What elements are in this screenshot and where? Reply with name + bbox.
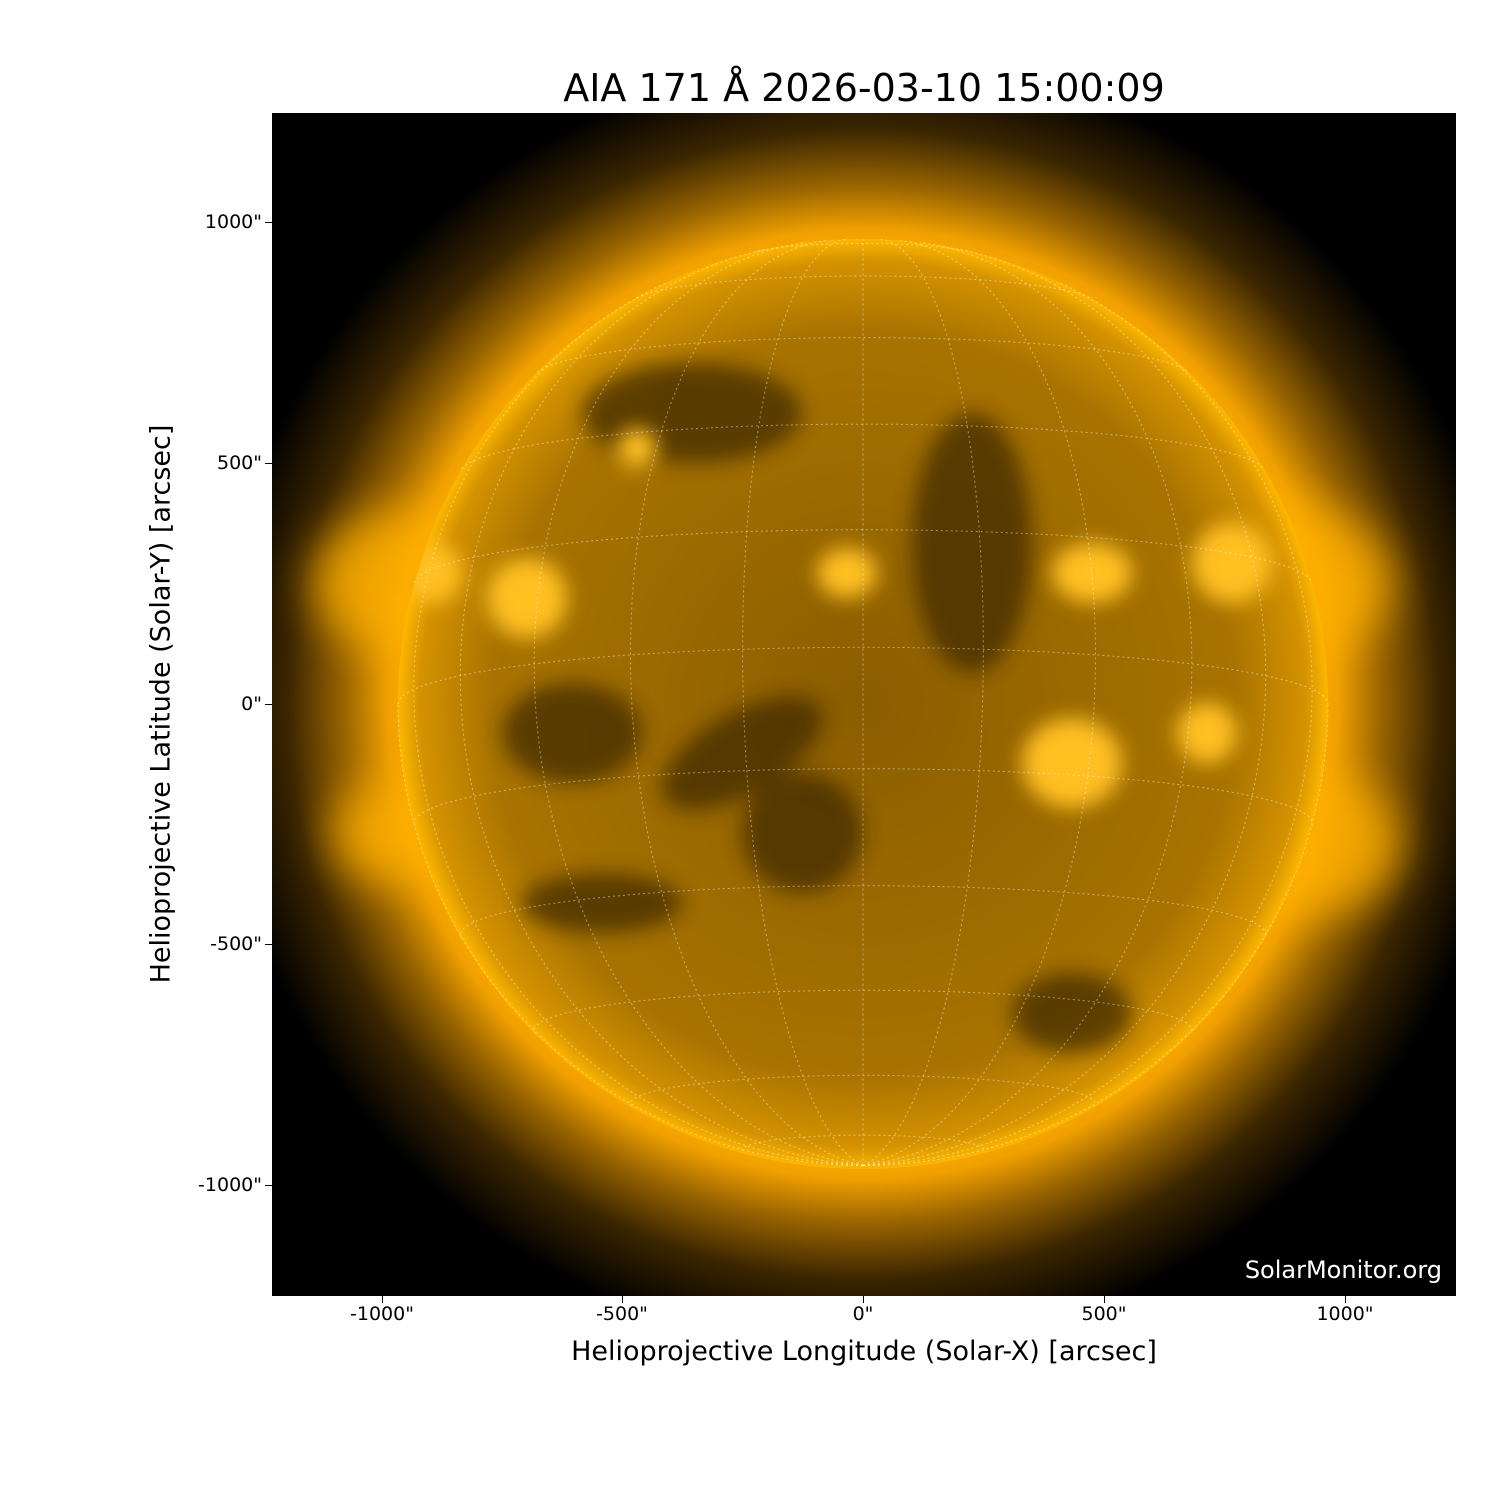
x-tick-mark (622, 1296, 623, 1303)
watermark: SolarMonitor.org (1244, 1256, 1442, 1284)
solar-image (272, 113, 1456, 1296)
solar-disk (398, 239, 1328, 1169)
longitude-line (742, 238, 864, 1166)
longitude-line (459, 248, 864, 1166)
x-tick-label: 500" (1081, 1303, 1127, 1325)
latitude-line (742, 1134, 984, 1152)
y-tick-label: -1000" (198, 1174, 262, 1196)
y-tick-label: 500" (216, 452, 262, 474)
heliographic-grid (397, 238, 1329, 1166)
y-tick-mark (265, 944, 272, 945)
x-tick-label: -500" (596, 1303, 648, 1325)
longitude-line (862, 242, 1193, 1166)
plot-title: AIA 171 Å 2026-03-10 15:00:09 (563, 66, 1165, 110)
y-tick-label: -500" (210, 933, 262, 955)
latitude-line (756, 243, 970, 252)
latitude-line (630, 1074, 1096, 1107)
x-tick-label: 1000" (1316, 1303, 1374, 1325)
x-tick-label: -1000" (350, 1303, 414, 1325)
y-axis-label: Helioprojective Latitude (Solar-Y) [arcs… (145, 424, 177, 984)
longitude-line (863, 703, 1329, 1166)
x-tick-mark (382, 1296, 383, 1303)
longitude-line (397, 703, 863, 1166)
latitude-line (459, 885, 1267, 939)
y-tick-mark (265, 704, 272, 705)
dark-regions (502, 363, 1132, 1053)
y-tick-mark (265, 463, 272, 464)
latitude-line (413, 768, 1313, 825)
latitude-line (533, 989, 1193, 1035)
latitude-line (537, 337, 1189, 373)
bright-regions (402, 428, 1272, 808)
y-tick-label: 1000" (204, 211, 262, 233)
x-tick-label: 0" (852, 1303, 874, 1325)
latitude-line (397, 646, 1329, 705)
longitude-line (533, 242, 864, 1166)
latitude-line (636, 275, 1090, 299)
x-tick-mark (863, 1296, 864, 1303)
y-tick-label: 0" (241, 693, 262, 715)
longitude-line (862, 238, 984, 1166)
y-tick-mark (265, 222, 272, 223)
x-axis-label: Helioprojective Longitude (Solar-X) [arc… (571, 1336, 1157, 1367)
longitude-line (862, 248, 1267, 1166)
x-tick-mark (1345, 1296, 1346, 1303)
y-tick-mark (265, 1185, 272, 1186)
x-tick-mark (1104, 1296, 1105, 1303)
